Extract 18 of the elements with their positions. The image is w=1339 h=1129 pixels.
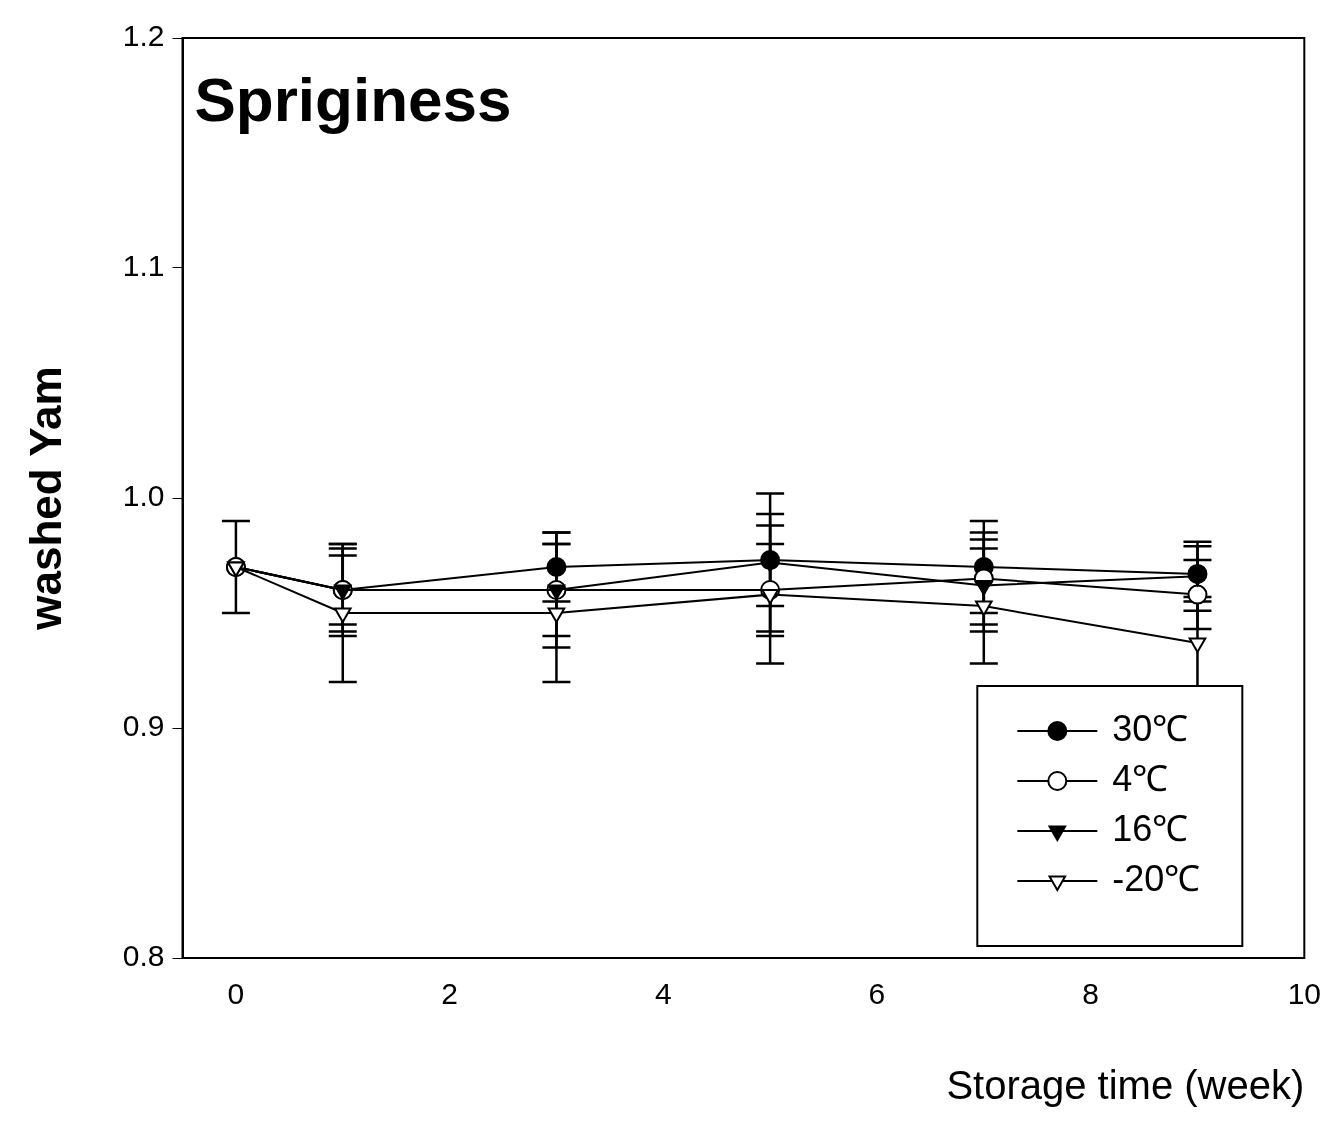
x-tick-label: 10 xyxy=(1287,977,1321,1011)
y-tick-label: 0.9 xyxy=(122,709,165,743)
x-tick-label: 2 xyxy=(441,977,458,1011)
y-axis-title: washed Yam xyxy=(20,366,70,631)
y-tick-label: 1.1 xyxy=(122,249,165,283)
y-tick-label: 0.8 xyxy=(122,939,165,973)
x-tick-label: 4 xyxy=(654,977,672,1011)
legend-label: -20℃ xyxy=(1112,857,1201,899)
x-axis-title: Storage time (week) xyxy=(946,1063,1305,1108)
legend-label: 16℃ xyxy=(1112,807,1189,849)
legend-label: 4℃ xyxy=(1112,757,1169,799)
x-tick-label: 0 xyxy=(227,977,245,1011)
legend-label: 30℃ xyxy=(1112,707,1189,749)
x-tick-label: 8 xyxy=(1082,977,1099,1011)
chart-title: Spriginess xyxy=(194,65,512,135)
y-tick-label: 1.2 xyxy=(122,19,165,53)
y-tick-label: 1.0 xyxy=(122,479,165,513)
x-tick-label: 6 xyxy=(868,977,886,1011)
